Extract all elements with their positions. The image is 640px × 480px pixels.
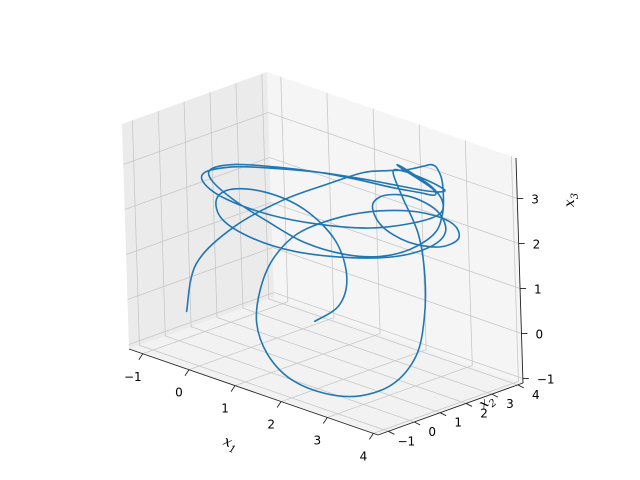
y-tick (414, 421, 421, 426)
y-tick-label: 0 (428, 425, 436, 439)
grid-line-z (123, 112, 518, 199)
series-layer (185, 163, 461, 398)
z-tick-label: 2 (533, 238, 541, 252)
x-axis-label: x1 (220, 433, 241, 456)
y-tick (388, 430, 395, 435)
grid-line-z (124, 157, 519, 244)
x-tick (138, 353, 144, 361)
x-tick-label: 4 (360, 449, 368, 463)
y-tick (439, 412, 447, 417)
grid-line-z (128, 292, 524, 379)
y-tick-label: 3 (506, 397, 514, 411)
grid-line-z (125, 202, 521, 289)
x-tick (184, 369, 190, 376)
x-tick (322, 417, 328, 424)
series-line-0 (185, 163, 461, 398)
grid-line-x (142, 76, 289, 355)
z-tick-label: 3 (531, 193, 539, 207)
grid-lines (123, 73, 524, 434)
y-tick (465, 403, 473, 407)
grid-line-y (157, 110, 415, 423)
left-pane (122, 72, 274, 349)
x-tick-label: 2 (267, 418, 275, 432)
grid-line-y (235, 83, 493, 395)
grid-line-z (127, 247, 522, 334)
y-axis-line (377, 382, 524, 436)
axis-panes (122, 72, 523, 435)
grid-line-x (188, 92, 335, 371)
grid-line-y (261, 73, 518, 386)
axis-edges (128, 157, 524, 436)
grid-line-y (132, 120, 389, 432)
y-tick (491, 393, 499, 398)
x-tick (276, 401, 282, 408)
z-axis-label: x3 (562, 193, 581, 207)
z-tick-label: 1 (534, 283, 542, 297)
x-tick-label: 0 (175, 386, 183, 400)
y-tick (517, 384, 525, 389)
grid-line-y (183, 101, 441, 414)
grid-line-x (281, 124, 427, 402)
grid-line-x (327, 140, 473, 418)
x-tick (369, 433, 374, 440)
y-tick-label: −1 (398, 434, 416, 448)
z-axis-line (515, 157, 524, 384)
x-tick-label: 1 (221, 402, 229, 416)
grid-line-y (209, 92, 467, 404)
x-tick-label: −1 (124, 370, 142, 384)
z-tick-label: 0 (535, 328, 543, 342)
floor-pane (129, 297, 523, 435)
z-tick-label: −1 (537, 373, 555, 387)
x-tick-label: 3 (313, 433, 321, 447)
y-tick-label: 4 (532, 388, 540, 402)
back-pane (267, 72, 523, 383)
y-tick-label: 2 (480, 406, 488, 420)
x-axis-line (128, 348, 379, 436)
grid-line-x (373, 156, 519, 434)
y-tick-label: 1 (454, 416, 462, 430)
x-tick (230, 385, 236, 392)
